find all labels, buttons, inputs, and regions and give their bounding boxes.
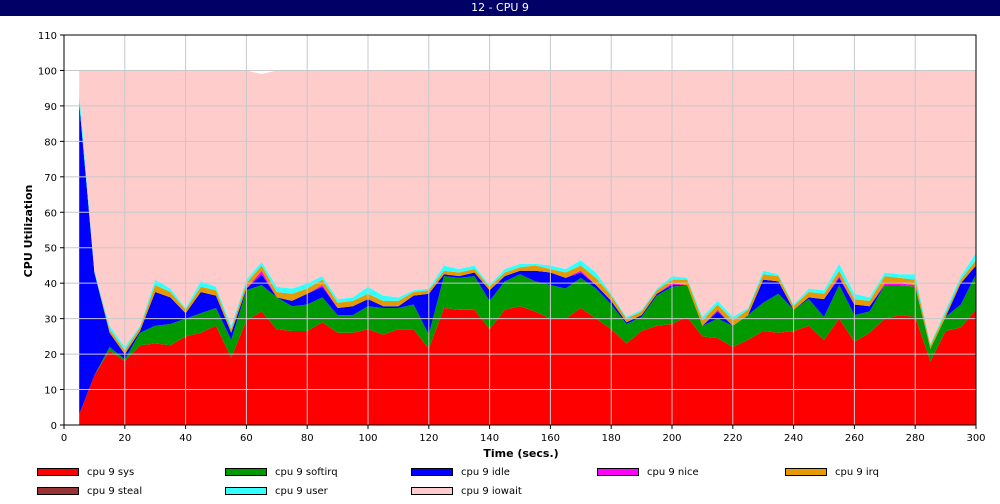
x-tick-label: 20 bbox=[118, 433, 131, 444]
y-tick-label: 0 bbox=[51, 421, 57, 432]
area-cpu-9-iowait bbox=[79, 70, 976, 347]
legend-item-cpu-9-iowait: cpu 9 iowait bbox=[411, 484, 522, 498]
area-cpu-9-user bbox=[79, 91, 976, 351]
x-tick-label: 120 bbox=[419, 433, 438, 444]
legend-item-cpu-9-steal: cpu 9 steal bbox=[37, 484, 142, 498]
legend-item-cpu-9-sys: cpu 9 sys bbox=[37, 465, 134, 479]
y-tick-label: 70 bbox=[44, 173, 57, 184]
legend-item-cpu-9-idle: cpu 9 idle bbox=[411, 465, 510, 479]
y-tick-label: 20 bbox=[44, 350, 57, 361]
legend-swatch bbox=[411, 487, 453, 495]
x-tick-label: 240 bbox=[784, 433, 803, 444]
legend-swatch bbox=[225, 487, 267, 495]
legend-label: cpu 9 nice bbox=[647, 466, 699, 478]
legend-label: cpu 9 user bbox=[275, 485, 328, 497]
x-tick-label: 100 bbox=[358, 433, 377, 444]
x-tick-label: 200 bbox=[662, 433, 681, 444]
legend-swatch bbox=[225, 468, 267, 476]
y-tick-label: 60 bbox=[44, 208, 57, 219]
legend-swatch bbox=[785, 468, 827, 476]
legend-swatch bbox=[411, 468, 453, 476]
legend-label: cpu 9 softirq bbox=[275, 466, 338, 478]
x-tick-label: 0 bbox=[61, 433, 67, 444]
axes bbox=[63, 34, 977, 426]
x-tick-label: 300 bbox=[966, 433, 985, 444]
x-tick-label: 40 bbox=[179, 433, 192, 444]
legend-swatch bbox=[37, 487, 79, 495]
area-cpu-9-softirq bbox=[79, 274, 976, 415]
legend-label: cpu 9 irq bbox=[835, 466, 879, 478]
y-tick-label: 90 bbox=[44, 102, 57, 113]
plot-frame bbox=[63, 34, 977, 426]
cpu-utilization-chart: 0 20 40 60 80 100 120 140 160 180 200 220 240 260 280 3… bbox=[22, 31, 986, 460]
legend-item-cpu-9-user: cpu 9 user bbox=[225, 484, 328, 498]
legend-label: cpu 9 steal bbox=[87, 485, 143, 497]
legend-label: cpu 9 sys bbox=[87, 466, 135, 478]
x-tick-label: 220 bbox=[723, 433, 742, 444]
window-title: 12 - CPU 9 bbox=[0, 0, 1000, 16]
legend-swatch bbox=[597, 468, 639, 476]
x-axis-label: Time (secs.) bbox=[483, 447, 558, 460]
area-series bbox=[79, 70, 976, 425]
y-axis-label: CPU Utilization bbox=[22, 185, 35, 278]
x-tick-label: 140 bbox=[480, 433, 499, 444]
y-tick-label: 50 bbox=[44, 244, 57, 255]
x-tick-label: 160 bbox=[541, 433, 560, 444]
legend-swatch bbox=[37, 468, 79, 476]
area-cpu-9-irq bbox=[79, 102, 976, 355]
y-tick-label: 30 bbox=[44, 315, 57, 326]
tick-labels: 0 20 40 60 80 100 120 140 160 180 200 220 240 260 280 3… bbox=[38, 31, 986, 444]
x-tick-label: 60 bbox=[240, 433, 253, 444]
legend-label: cpu 9 iowait bbox=[461, 485, 522, 497]
x-tick-label: 260 bbox=[845, 433, 864, 444]
y-tick-label: 80 bbox=[44, 137, 57, 148]
legend-item-cpu-9-nice: cpu 9 nice bbox=[597, 465, 699, 479]
y-tick-label: 110 bbox=[38, 31, 57, 42]
y-tick-label: 10 bbox=[44, 386, 57, 397]
y-tick-label: 40 bbox=[44, 279, 57, 290]
x-tick-label: 280 bbox=[906, 433, 925, 444]
legend-item-cpu-9-irq: cpu 9 irq bbox=[785, 465, 879, 479]
legend-label: cpu 9 idle bbox=[461, 466, 510, 478]
y-tick-label: 100 bbox=[38, 66, 57, 77]
legend-item-cpu-9-softirq: cpu 9 softirq bbox=[225, 465, 338, 479]
x-tick-label: 80 bbox=[301, 433, 314, 444]
area-cpu-9-sys bbox=[79, 306, 976, 425]
x-tick-label: 180 bbox=[602, 433, 621, 444]
